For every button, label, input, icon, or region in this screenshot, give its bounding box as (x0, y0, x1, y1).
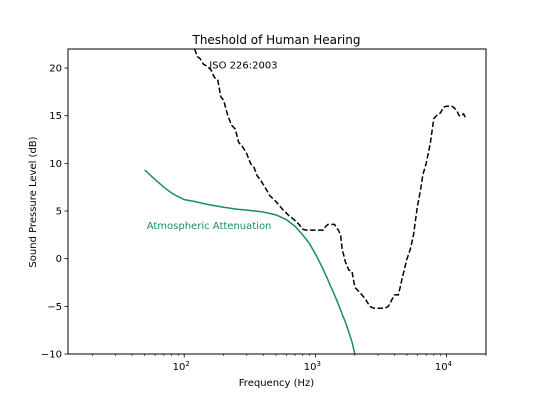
y-tick-label: 20 (49, 64, 62, 75)
series-layer (144, 49, 467, 354)
annotation-layer: ISO 226:2003 Atmospheric Attenuation (147, 61, 278, 232)
y-tick-label: 0 (56, 254, 62, 265)
y-tick-label: 10 (49, 159, 62, 170)
x-axis-label: Frequency (Hz) (239, 378, 315, 389)
y-axis-label: Sound Pressure Level (dB) (28, 136, 39, 267)
chart-title: Theshold of Human Hearing (191, 33, 360, 47)
y-tick-label: −5 (47, 302, 62, 313)
atmospheric-attenuation-line (144, 169, 356, 354)
iso-annotation: ISO 226:2003 (209, 61, 277, 72)
iso-226-threshold-line (193, 49, 467, 309)
y-axis: −10 −5 0 5 10 15 20 (41, 64, 68, 361)
y-tick-label: 5 (56, 207, 62, 218)
y-tick-label: 15 (49, 111, 62, 122)
attenuation-annotation: Atmospheric Attenuation (147, 221, 272, 232)
axes-frame (67, 48, 487, 355)
y-tick-label: −10 (41, 350, 62, 361)
